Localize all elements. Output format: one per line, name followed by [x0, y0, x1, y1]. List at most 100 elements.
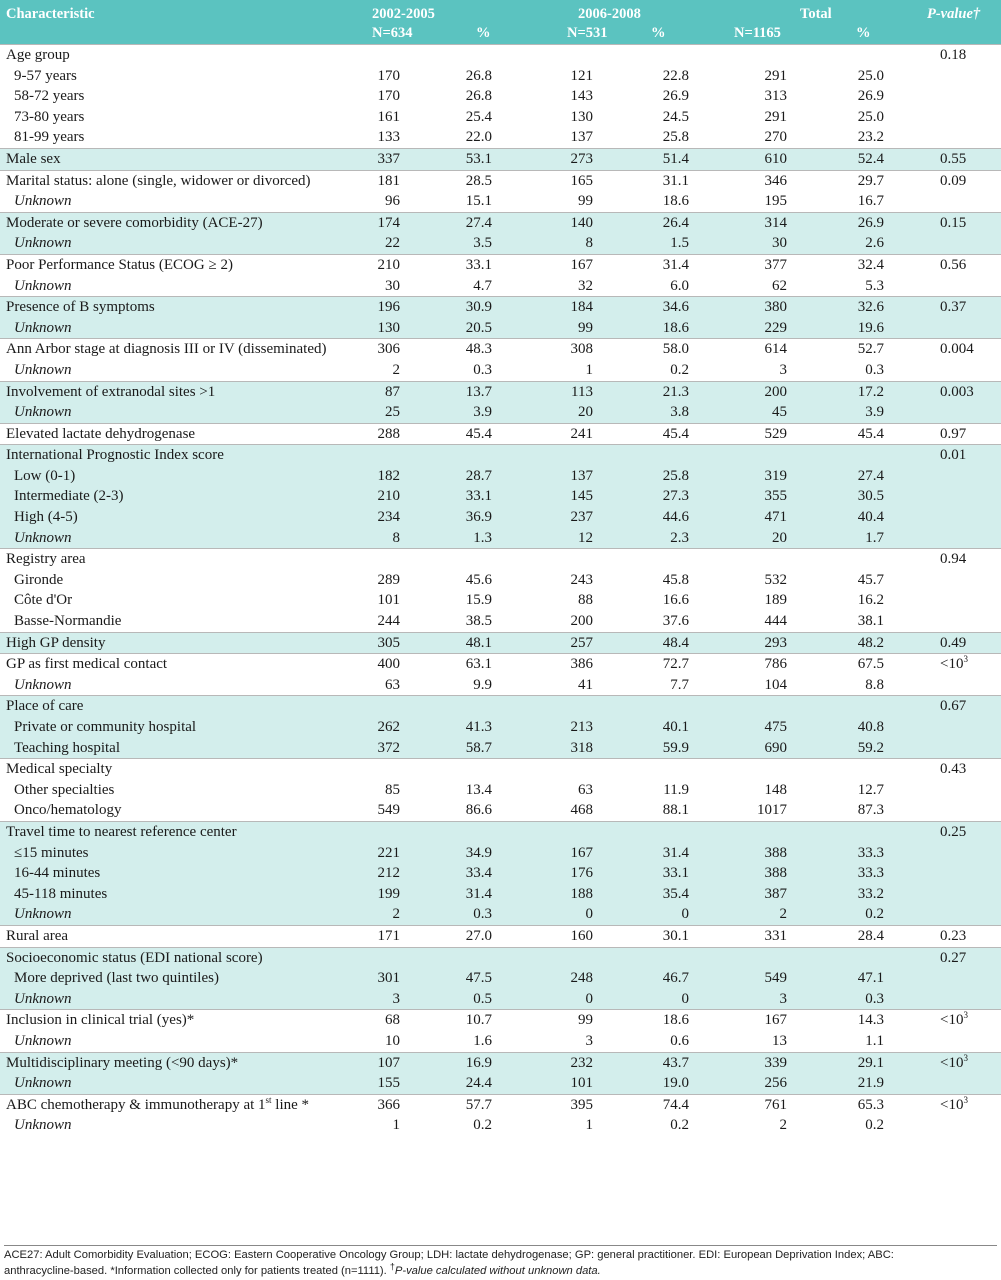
cell-pct-2006-2008: 37.6 — [662, 613, 689, 630]
cell-pct-total: 16.2 — [857, 592, 884, 609]
table-row: Unknown 96 15.1 99 18.6 195 16.7 — [0, 191, 1001, 212]
cell-pct-total: 45.4 — [857, 425, 884, 442]
header-pct-1: % — [476, 25, 491, 41]
cell-pct-2006-2008: 88.1 — [662, 802, 689, 819]
row-label-text: Medical specialty — [6, 761, 113, 778]
cell-pct-total: 0.2 — [865, 1117, 884, 1134]
row-group: Inclusion in clinical trial (yes)* 68 10.7… — [0, 1009, 1001, 1051]
cell-n-total: 200 — [764, 383, 788, 400]
row-label-tail: line * — [271, 1096, 310, 1113]
cell-pct-total: 0.3 — [865, 361, 884, 378]
cell-n-2006-2008: 237 — [570, 509, 594, 526]
cell-pct-2002-2005: 16.9 — [465, 1054, 492, 1071]
cell-pct-2002-2005: 86.6 — [465, 802, 492, 819]
row-label: Unknown — [14, 528, 72, 549]
table-row: High GP density 305 48.1 257 48.4 293 48.2 0.49 — [0, 633, 1001, 654]
row-label: Multidisciplinary meeting (<90 days)* — [6, 1053, 238, 1074]
cell-n-2006-2008: 213 — [570, 719, 594, 735]
cell-n-total: 610 — [764, 150, 788, 167]
table-row: ≤15 minutes 221 34.9 167 31.4 388 33.3 — [0, 843, 1001, 864]
table-row: Unknown 155 24.4 101 19.0 256 21.9 — [0, 1073, 1001, 1094]
table-row: Private or community hospital 262 41.3 213 4… — [0, 717, 1001, 738]
cell-pct-total: 65.3 — [857, 1096, 884, 1113]
row-label-text: Unknown — [14, 1032, 72, 1049]
table-row: Intermediate (2-3) 210 33.1 145 27.3 355 30.5 — [0, 486, 1001, 507]
cell-pct-2006-2008: 16.6 — [662, 592, 689, 609]
pvalue-text: 0.37 — [940, 299, 967, 316]
row-label-text: High GP density — [6, 634, 106, 651]
cell-n-total: 388 — [764, 844, 788, 861]
cell-n-2006-2008: 140 — [570, 214, 594, 231]
cell-n-2006-2008: 232 — [570, 1054, 594, 1071]
cell-pvalue: 0.09 — [940, 171, 966, 192]
cell-pct-2006-2008: 19.0 — [662, 1075, 689, 1092]
cell-pvalue: 0.97 — [940, 424, 966, 445]
cell-pct-2002-2005: 31.4 — [465, 885, 492, 902]
cell-pct-2002-2005: 47.5 — [465, 970, 492, 987]
table-row: Poor Performance Status (ECOG ≥ 2) 210 33.… — [0, 255, 1001, 276]
cell-pct-total: 0.2 — [865, 906, 884, 923]
pvalue-text: 0.67 — [940, 698, 967, 715]
row-label: Presence of B symptoms — [6, 297, 155, 318]
cell-pct-2006-2008: 31.4 — [662, 256, 689, 273]
cell-n-2006-2008: 0 — [585, 990, 594, 1007]
cell-n-2006-2008: 308 — [570, 341, 594, 358]
table-row: Multidisciplinary meeting (<90 days)* 107… — [0, 1053, 1001, 1074]
cell-pct-2002-2005: 20.5 — [465, 319, 492, 336]
table-row: Unknown 22 3.5 8 1.5 30 2.6 — [0, 233, 1001, 254]
cell-pct-2002-2005: 3.9 — [473, 404, 492, 421]
cell-pvalue: <103 — [940, 1053, 968, 1074]
cell-pct-2002-2005: 33.1 — [465, 256, 492, 273]
cell-n-2006-2008: 63 — [578, 781, 593, 798]
cell-n-2006-2008: 386 — [570, 656, 594, 673]
cell-n-2006-2008: 167 — [570, 844, 594, 861]
cell-n-2002-2005: 288 — [377, 425, 401, 442]
cell-pct-2006-2008: 27.3 — [662, 488, 689, 505]
cell-n-2006-2008: 41 — [578, 676, 593, 693]
cell-n-total: 45 — [772, 404, 787, 421]
table-header: Characteristic 2002-2005 2006-2008 Total… — [0, 0, 1001, 44]
cell-n-total: 13 — [772, 1032, 787, 1049]
cell-n-2002-2005: 196 — [377, 299, 401, 316]
pvalue-text: 0.01 — [940, 447, 967, 464]
row-label: International Prognostic Index score — [6, 445, 224, 466]
cell-pct-2006-2008: 35.4 — [662, 885, 689, 902]
row-label: 81-99 years — [14, 127, 84, 148]
cell-pct-2002-2005: 13.4 — [465, 781, 492, 798]
cell-pvalue: 0.55 — [940, 149, 966, 170]
cell-n-2006-2008: 3 — [585, 1032, 594, 1049]
cell-n-2006-2008: 101 — [570, 1075, 594, 1092]
cell-pct-total: 3.9 — [865, 404, 884, 421]
pvalue-text: 0.003 — [940, 383, 974, 400]
cell-pvalue: <103 — [940, 1095, 968, 1116]
table-row: High (4-5) 234 36.9 237 44.6 471 40.4 — [0, 507, 1001, 528]
cell-pct-total: 19.6 — [857, 319, 884, 336]
cell-n-total: 148 — [764, 781, 788, 798]
cell-n-2006-2008: 130 — [570, 108, 594, 125]
row-label-text: GP as first medical contact — [6, 656, 168, 673]
cell-n-2002-2005: 174 — [377, 214, 401, 231]
cell-n-total: 532 — [764, 571, 788, 588]
row-label-text: 45-118 minutes — [14, 885, 108, 902]
cell-pct-total: 40.4 — [857, 509, 884, 526]
row-label-text: 9-57 years — [14, 67, 77, 84]
cell-n-2006-2008: 8 — [585, 235, 594, 252]
row-label-text: Unknown — [14, 235, 72, 252]
cell-pct-2006-2008: 24.5 — [662, 108, 689, 125]
table-row: Socioeconomic status (EDI national score… — [0, 948, 1001, 969]
row-label-text: Basse-Normandie — [14, 613, 122, 630]
cell-pvalue: 0.004 — [940, 339, 974, 360]
cell-pvalue: 0.003 — [940, 382, 974, 403]
cell-pct-total: 25.0 — [857, 67, 884, 84]
row-label: Unknown — [14, 1115, 72, 1136]
row-group: Age group 0.18 9-57 years 170 26.8 121 22.8 291… — [0, 44, 1001, 148]
cell-n-2002-2005: 549 — [377, 802, 401, 819]
cell-n-total: 2 — [779, 1117, 788, 1134]
cell-n-total: 314 — [764, 214, 788, 231]
cell-pct-2006-2008: 45.8 — [662, 571, 689, 588]
footnote: ACE27: Adult Comorbidity Evaluation; ECO… — [4, 1245, 997, 1279]
cell-pct-2002-2005: 63.1 — [465, 656, 492, 673]
cell-n-total: 3 — [779, 990, 788, 1007]
row-label: Gironde — [14, 570, 63, 591]
table-row: Presence of B symptoms 196 30.9 184 34.6 380 3… — [0, 297, 1001, 318]
